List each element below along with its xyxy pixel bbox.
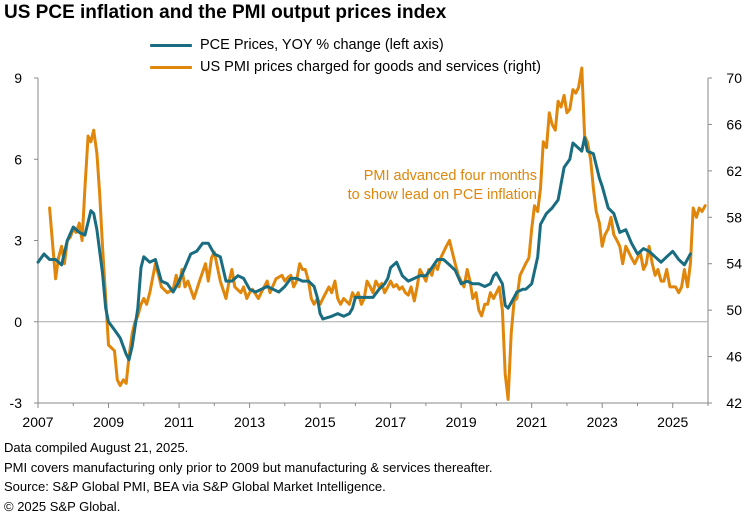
- x-tick-label: 2013: [234, 414, 265, 430]
- legend-item-pce: PCE Prices, YOY % change (left axis): [150, 34, 541, 56]
- x-tick-label: 2007: [22, 414, 53, 430]
- right-tick-label: 50: [726, 302, 742, 318]
- left-tick-label: 0: [14, 314, 22, 330]
- x-tick-label: 2015: [305, 414, 336, 430]
- left-tick-label: 9: [14, 70, 22, 86]
- x-tick-label: 2009: [93, 414, 124, 430]
- chart-legend: PCE Prices, YOY % change (left axis) US …: [150, 34, 541, 78]
- right-tick-label: 58: [726, 209, 742, 225]
- legend-item-pmi: US PMI prices charged for goods and serv…: [150, 56, 541, 78]
- left-tick-label: -3: [10, 395, 23, 411]
- footer-coverage-note: PMI covers manufacturing only prior to 2…: [4, 459, 493, 475]
- footer-copyright: © 2025 S&P Global.: [4, 498, 121, 514]
- legend-label-pmi: US PMI prices charged for goods and serv…: [200, 59, 541, 75]
- line-chart: -3 0 3 6 9 42 46 50 54 58 62 66 70 2007 2009 2011 2013 20…: [10, 66, 743, 430]
- x-tick-label: 2021: [516, 414, 547, 430]
- right-tick-label: 46: [726, 349, 742, 365]
- annotation-line-2: to show lead on PCE inflation: [348, 187, 537, 203]
- legend-label-pce: PCE Prices, YOY % change (left axis): [200, 37, 444, 53]
- right-tick-label: 66: [726, 116, 742, 132]
- x-tick-label: 2025: [657, 414, 688, 430]
- chart-footer: Data compiled August 21, 2025. PMI cover…: [4, 438, 492, 516]
- right-tick-label: 62: [726, 163, 742, 179]
- x-tick-label: 2017: [375, 414, 406, 430]
- series-line-pmi: [48, 66, 707, 401]
- legend-swatch-pce: [150, 43, 192, 47]
- footer-date-note: Data compiled August 21, 2025.: [4, 440, 189, 455]
- chart-title: US PCE inflation and the PMI output pric…: [4, 2, 447, 23]
- x-tick-label: 2023: [587, 414, 618, 430]
- legend-swatch-pmi: [150, 65, 192, 69]
- left-tick-label: 3: [14, 233, 22, 249]
- footer-source: Source: S&P Global PMI, BEA via S&P Glob…: [4, 479, 386, 494]
- left-tick-label: 6: [14, 151, 22, 167]
- series-line-pce: [36, 136, 692, 362]
- x-tick-label: 2019: [446, 414, 477, 430]
- right-tick-label: 42: [726, 395, 742, 411]
- chart-axes: -3 0 3 6 9 42 46 50 54 58 62 66 70 2007 2009 2011 2013 20…: [10, 70, 743, 430]
- x-tick-label: 2011: [164, 414, 194, 430]
- right-tick-label: 54: [726, 256, 742, 272]
- chart-annotation: PMI advanced four months to show lead on…: [348, 168, 537, 203]
- series-layer: [36, 66, 707, 401]
- annotation-line-1: PMI advanced four months: [364, 168, 537, 184]
- right-tick-label: 70: [726, 70, 742, 86]
